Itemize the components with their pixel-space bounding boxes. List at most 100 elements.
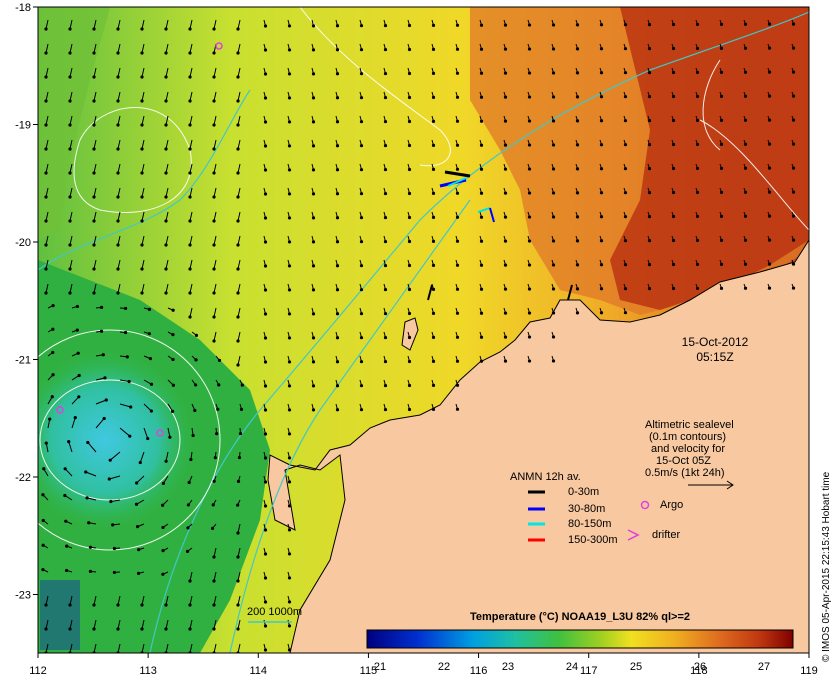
velocity-arrow-head [575,191,580,195]
velocity-arrow-head [68,627,72,631]
velocity-arrow-head [479,71,484,75]
velocity-arrow-head [743,166,748,170]
velocity-arrow-head [599,167,604,171]
argo-legend-icon [640,500,650,510]
velocity-arrow-head [263,264,268,268]
velocity-arrow-head [186,503,190,507]
velocity-arrow-head [407,263,412,268]
velocity-arrow-head [671,46,676,51]
velocity-arrow-head [623,167,628,171]
velocity-arrow-head [92,195,96,199]
velocity-arrow-head [551,119,556,123]
velocity-arrow-head [236,555,240,559]
velocity-arrow-head [599,95,604,99]
velocity-arrow-head [743,286,748,290]
velocity-arrow-head [791,46,796,50]
velocity-arrow-head [263,144,268,148]
velocity-arrow-head [65,568,69,573]
velocity-arrow-head [431,191,436,195]
velocity-arrow-head [164,195,168,199]
velocity-arrow-head [76,351,80,355]
yellow-band-w [38,7,110,240]
velocity-arrow-head [455,215,460,219]
velocity-arrow-head [431,95,436,99]
mooring-arrow-cyan [447,177,467,187]
mooring-arrow-cyan-2 [477,207,491,213]
velocity-arrow [85,471,97,477]
velocity-arrow-head [263,624,268,628]
velocity-arrow-head [311,288,316,292]
velocity-arrow-head [335,120,340,124]
velocity-arrow-head [551,47,556,51]
velocity-arrow-head [647,262,652,267]
velocity-arrow-head [359,144,364,148]
velocity-arrow-head [44,441,48,445]
mooring-arrow-black [444,170,471,178]
velocity-arrow-head [161,525,165,530]
velocity-arrow-head [623,263,628,267]
velocity-arrow-head [671,142,676,147]
velocity-arrow-head [185,549,190,553]
velocity-arrow-head [171,383,175,387]
colorbar-tick-label: 21 [374,661,386,673]
map-time: 05:15Z [696,350,733,364]
velocity-arrow-head [719,286,724,290]
velocity-arrow-head [164,291,168,295]
velocity-arrow-head [164,243,168,247]
x-tick-label: 119 [800,665,818,677]
velocity-arrow-head [383,23,388,28]
velocity-arrow-head [92,627,96,631]
velocity-arrow-head [383,407,388,412]
velocity-arrow-head [719,190,724,194]
velocity-arrow-head [263,432,268,436]
velocity-arrow-head [431,239,436,243]
velocity-arrow-head [263,312,268,316]
velocity-arrow-head [623,143,628,147]
velocity-arrow-head [695,118,700,123]
velocity-arrow-head [146,436,150,441]
velocity-arrow-head [140,75,144,79]
velocity-arrow-head [194,358,198,362]
velocity-arrow-head [455,383,460,387]
velocity-arrow [95,418,105,429]
y-tick-label: -19 [15,120,31,132]
velocity-arrow-head [104,398,108,402]
velocity-arrow-head [171,308,175,312]
colorbar-tick-label: 25 [630,661,642,673]
velocity-arrow-head [216,407,220,411]
velocity-arrow-head [193,408,197,413]
drifter-legend-label: drifter [652,529,680,541]
velocity-arrow-head [44,267,48,271]
velocity-arrows [41,19,796,653]
velocity-arrow-head [527,143,532,147]
velocity-arrow-head [161,481,166,485]
velocity-arrow-head [527,47,532,51]
velocity-arrow-head [236,315,240,319]
velocity-arrow-head [161,572,165,576]
velocity-arrow-head [263,96,268,100]
velocity-arrow-head [92,51,96,55]
velocity-arrow-head [236,531,240,535]
velocity-arrow-head [116,51,120,55]
velocity-arrow-head [188,315,192,319]
velocity-arrow-head [311,384,316,388]
velocity-arrow-head [287,240,292,244]
velocity-arrow-head [263,384,268,388]
velocity-arrow-head [92,291,96,295]
velocity-arrow-head [263,72,268,76]
velocity-arrow-head [647,46,652,51]
velocity-arrow-head [767,286,772,290]
velocity-arrow-head [287,624,292,628]
velocity-arrow-head [263,552,268,556]
velocity-arrow-head [148,357,153,361]
velocity-arrow-head [287,216,292,220]
velocity-arrow-head [311,360,316,364]
y-tick-label: -20 [15,237,31,249]
velocity-arrow-head [140,243,144,247]
velocity-arrow-head [479,95,484,99]
velocity-arrow-head [671,166,676,171]
velocity-arrow-head [236,503,240,507]
velocity-arrow-head [647,22,652,27]
velocity-arrow-head [239,407,244,411]
velocity-arrow-head [44,291,48,295]
